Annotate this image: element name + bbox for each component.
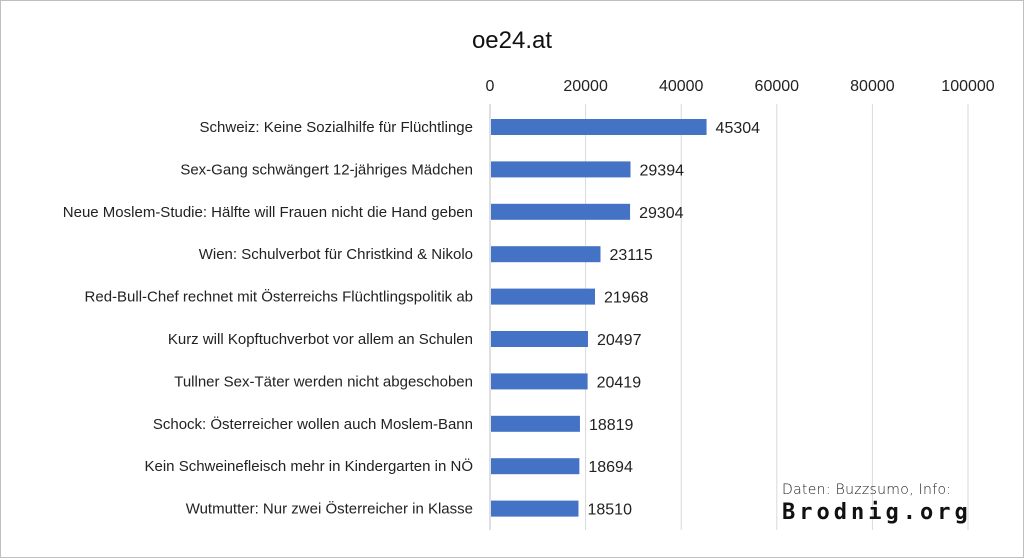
x-tick-label: 20000 — [563, 78, 608, 95]
data-label: 18694 — [588, 459, 633, 476]
x-tick-label: 0 — [486, 78, 495, 95]
bar — [491, 161, 631, 178]
category-label: Red-Bull-Chef rechnet mit Österreichs Fl… — [85, 288, 473, 306]
source-credit: Daten: Buzzsumo, Info: Brodnig.org — [782, 482, 972, 525]
data-label: 20419 — [597, 374, 642, 391]
bar — [491, 119, 707, 135]
data-label: 23115 — [609, 247, 652, 264]
category-label: Schock: Österreicher wollen auch Moslem-… — [153, 415, 473, 433]
credit-source-text: Daten: Buzzsumo, Info: — [782, 482, 952, 498]
data-label: 45304 — [716, 120, 761, 137]
data-label: 20497 — [597, 332, 642, 349]
data-label: 29394 — [640, 162, 685, 179]
category-label: Kurz will Kopftuchverbot vor allem an Sc… — [168, 331, 473, 348]
category-label: Schweiz: Keine Sozialhilfe für Flüchtlin… — [200, 119, 473, 136]
bar — [491, 500, 579, 517]
category-label: Kein Schweinefleisch mehr in Kindergarte… — [145, 457, 474, 475]
x-tick-label: 80000 — [850, 78, 895, 95]
credit-website-text: Brodnig.org — [782, 500, 972, 525]
category-labels: Schweiz: Keine Sozialhilfe für Flüchtlin… — [63, 119, 473, 518]
bar — [491, 246, 601, 263]
bars — [491, 119, 707, 517]
bar — [491, 288, 596, 305]
data-label: 29304 — [639, 205, 684, 222]
x-tick-label: 40000 — [659, 78, 704, 95]
x-tick-label: 60000 — [755, 78, 800, 95]
data-labels: 45304 29394 29304 23115 21968 20497 20419 18819… — [587, 120, 760, 519]
category-label: Sex-Gang schwängert 12-jähriges Mädchen — [180, 161, 473, 178]
x-tick-label: 100000 — [941, 78, 994, 95]
category-label: Wutmutter: Nur zwei Österreicher in Klas… — [186, 500, 473, 518]
bar — [491, 203, 631, 220]
axis-tick-labels: 0 20000 40000 60000 80000 100000 — [486, 78, 995, 95]
data-label: 18819 — [589, 417, 634, 434]
data-label: 21968 — [604, 290, 649, 307]
bar — [491, 373, 588, 390]
bar — [491, 415, 580, 432]
chart-title: oe24.at — [472, 27, 552, 54]
bar — [491, 458, 580, 475]
category-label: Wien: Schulverbot für Christkind & Nikol… — [199, 246, 473, 263]
category-label: Neue Moslem-Studie: Hälfte will Frauen n… — [63, 204, 473, 221]
data-label: 18510 — [587, 502, 632, 519]
bar — [491, 331, 588, 347]
category-label: Tullner Sex-Täter werden nicht abgeschob… — [174, 373, 473, 390]
